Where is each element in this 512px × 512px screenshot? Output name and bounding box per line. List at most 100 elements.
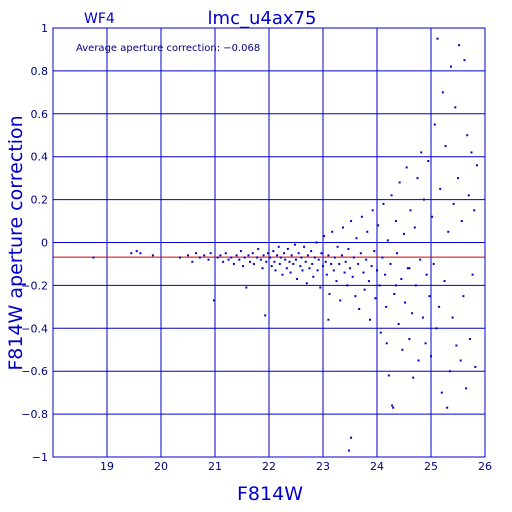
data-point (355, 237, 358, 240)
data-point (178, 256, 181, 259)
data-point (351, 275, 354, 278)
data-point (92, 256, 95, 259)
data-point (277, 245, 280, 248)
average-annotation: Average aperture correction: −0.068 (76, 43, 260, 54)
data-point (408, 267, 411, 270)
x-tick-label: 24 (370, 460, 384, 473)
x-tick-label: 23 (316, 460, 330, 473)
data-point (235, 254, 238, 257)
data-point (327, 318, 330, 321)
data-point (290, 254, 293, 257)
y-tick-label: 0 (41, 237, 48, 250)
y-tick-label: −0.4 (21, 322, 48, 335)
data-point (191, 260, 194, 263)
data-point (370, 265, 373, 268)
data-point (455, 344, 458, 347)
data-point (261, 267, 264, 270)
data-point (301, 269, 304, 272)
x-tick-label: 19 (100, 460, 114, 473)
data-point (341, 226, 344, 229)
data-point (296, 277, 299, 280)
data-point (288, 260, 291, 263)
data-point (465, 387, 468, 390)
data-point (359, 252, 362, 255)
data-point (427, 159, 430, 162)
data-point (376, 269, 378, 272)
data-point (135, 250, 138, 253)
data-point (457, 177, 459, 180)
y-tick-label: 0.6 (31, 108, 49, 121)
data-point (219, 254, 222, 257)
data-point (195, 252, 198, 255)
data-point (247, 254, 250, 257)
data-point (391, 404, 394, 407)
y-tick-labels: −1 −0.8 −0.6 −0.4 −0.2 0 0.2 0.4 0.6 0.8 1 (21, 22, 48, 464)
grid-lines (53, 27, 486, 458)
x-tick-label: 20 (154, 460, 168, 473)
data-point (443, 280, 446, 283)
data-point (436, 37, 439, 40)
data-point (468, 338, 471, 341)
data-point (447, 230, 450, 233)
x-tick-label: 21 (208, 460, 222, 473)
data-point (304, 260, 307, 263)
data-point (331, 230, 334, 233)
data-point (382, 202, 385, 205)
chip-label: WF4 (84, 11, 115, 27)
data-point (397, 323, 400, 326)
data-point (377, 224, 380, 227)
data-point (259, 258, 262, 261)
data-point (212, 299, 215, 302)
data-point (299, 265, 302, 268)
y-tick-label: −1 (32, 451, 48, 464)
data-point (207, 258, 210, 261)
data-point (325, 273, 328, 276)
data-point (289, 271, 292, 274)
data-point (317, 258, 320, 261)
data-point (420, 151, 423, 154)
chart-title: lmc_u4ax75 (208, 8, 317, 29)
data-point (381, 256, 384, 259)
data-point (312, 275, 315, 278)
data-point (470, 151, 473, 154)
data-point (385, 305, 388, 308)
data-point (295, 258, 297, 261)
data-point (139, 252, 142, 255)
data-point (316, 269, 319, 272)
data-point (306, 254, 309, 257)
data-point (320, 252, 323, 255)
data-point (473, 209, 476, 212)
data-point (239, 250, 242, 253)
data-point (384, 273, 387, 276)
data-point (444, 144, 447, 147)
data-point (313, 256, 316, 259)
data-point (360, 215, 363, 218)
data-point (430, 355, 432, 358)
data-point (284, 258, 287, 261)
y-axis-label: F814W aperture correction (5, 115, 27, 370)
y-tick-label: 1 (41, 22, 48, 35)
data-point (446, 406, 449, 409)
data-point (252, 262, 255, 265)
data-point (367, 280, 370, 283)
data-point (292, 262, 295, 265)
data-point (286, 247, 289, 250)
data-point (460, 220, 463, 223)
data-point (245, 286, 248, 289)
data-point (412, 376, 415, 379)
data-point (451, 316, 454, 319)
data-point (279, 256, 282, 259)
data-point (270, 265, 273, 268)
data-points (92, 37, 478, 452)
data-point (409, 209, 412, 212)
data-point (285, 267, 288, 270)
y-tick-label: −0.2 (21, 279, 48, 292)
data-point (366, 230, 369, 233)
data-point (130, 252, 133, 255)
data-point (350, 220, 353, 223)
data-point (273, 260, 276, 263)
data-point (416, 177, 419, 180)
data-point (431, 215, 434, 218)
data-point (224, 252, 227, 255)
